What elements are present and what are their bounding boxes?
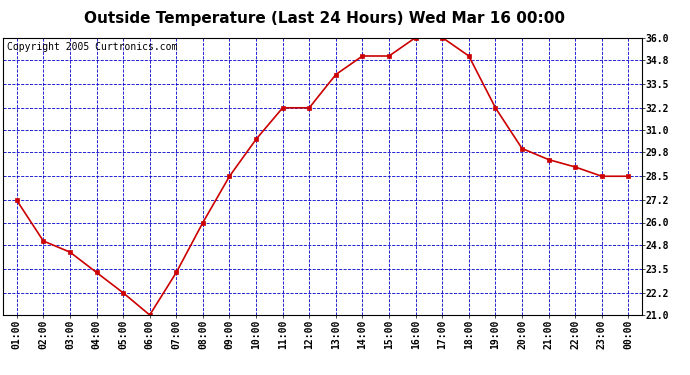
Text: Outside Temperature (Last 24 Hours) Wed Mar 16 00:00: Outside Temperature (Last 24 Hours) Wed … xyxy=(83,11,565,26)
Text: Copyright 2005 Curtronics.com: Copyright 2005 Curtronics.com xyxy=(7,42,177,52)
